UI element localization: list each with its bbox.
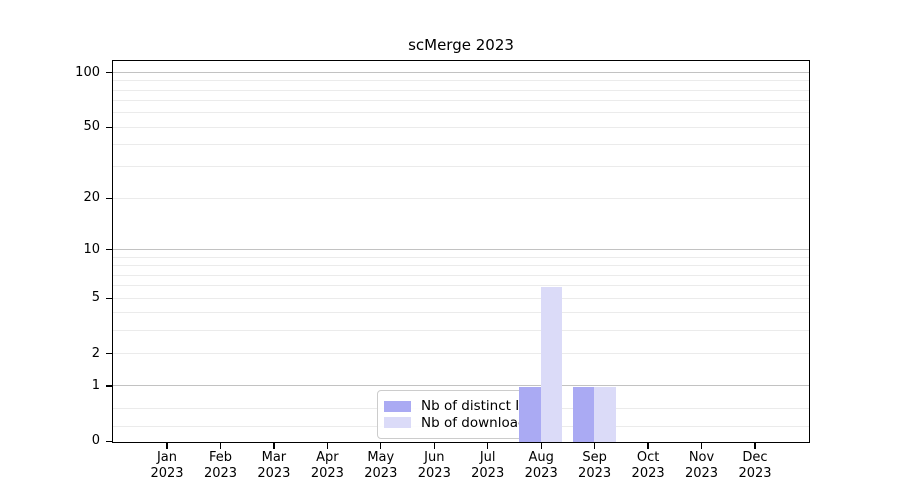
y-tick-mark [106, 352, 112, 355]
plot-area: Nb of distinct IPs Nb of downloads [112, 60, 810, 443]
gridline-minor [113, 312, 809, 314]
bars-layer [113, 61, 809, 442]
x-tick-mark [380, 443, 382, 449]
x-tick-mark [219, 443, 222, 449]
x-tick-label: Jan 2023 [150, 450, 184, 481]
chart-bar [572, 386, 594, 442]
gridline-minor [113, 166, 809, 168]
gridline-minor [113, 297, 809, 299]
x-tick-mark [540, 443, 542, 449]
gridline-major [113, 385, 809, 387]
legend-label-downloads: Nb of downloads [421, 414, 534, 431]
x-tick-mark [487, 443, 489, 449]
x-tick-mark [647, 443, 649, 449]
y-tick-label: 20 [83, 190, 100, 206]
y-tick-label: 50 [83, 119, 100, 135]
x-tick-label: Feb 2023 [203, 450, 238, 481]
chart-bar [594, 386, 616, 442]
x-tick-label: Dec 2023 [738, 450, 772, 481]
gridline-minor [113, 274, 809, 276]
gridline-minor [113, 89, 809, 91]
y-tick-label: 5 [91, 290, 100, 306]
x-tick-mark [593, 443, 596, 449]
chart-bar [519, 386, 541, 442]
y-tick-mark [106, 249, 112, 251]
gridlines-layer [113, 61, 809, 442]
y-tick-label: 0 [91, 433, 100, 449]
x-tick-label: Jun 2023 [417, 450, 451, 481]
legend-label-distinct-ips: Nb of distinct IPs [421, 398, 535, 414]
chart-bar [540, 286, 563, 442]
y-tick-label: 2 [91, 345, 100, 361]
gridline-minor [113, 197, 809, 199]
y-tick-mark [106, 297, 112, 299]
gridline-minor [113, 330, 809, 331]
gridline-minor [113, 285, 809, 287]
x-tick-label: Sep 2023 [578, 450, 612, 481]
y-tick-label: 1 [91, 378, 100, 393]
y-tick-mark [106, 72, 112, 74]
gridline-minor [113, 256, 809, 258]
y-tick-label: 10 [83, 241, 100, 257]
chart-title: scMerge 2023 [408, 36, 514, 54]
x-tick-mark [754, 443, 756, 449]
downloads-swatch [384, 417, 411, 428]
x-tick-label: May 2023 [364, 450, 398, 481]
gridline-minor [113, 80, 809, 82]
y-tick-mark [106, 197, 112, 199]
legend-item-downloads: Nb of downloads [384, 414, 538, 431]
x-tick-mark [326, 443, 329, 449]
y-tick-mark [106, 126, 112, 128]
x-tick-mark [433, 443, 435, 449]
gridline-minor [113, 112, 809, 114]
x-tick-label: Apr 2023 [310, 450, 344, 481]
gridline-minor [113, 100, 809, 102]
gridline-minor [113, 144, 809, 146]
x-tick-label: Oct 2023 [631, 450, 665, 481]
x-tick-label: Mar 2023 [257, 450, 291, 481]
gridline-major [113, 249, 809, 251]
gridline-minor [113, 126, 809, 128]
y-tick-label: 100 [75, 64, 100, 80]
y-tick-mark [106, 385, 112, 387]
x-tick-label: Nov 2023 [684, 450, 719, 481]
x-tick-mark [273, 443, 275, 449]
legend-item-distinct-ips: Nb of distinct IPs [384, 398, 538, 414]
distinct-ips-swatch [384, 400, 411, 412]
legend: Nb of distinct IPs Nb of downloads [377, 390, 547, 439]
y-tick-mark [106, 440, 112, 443]
x-tick-mark [700, 443, 703, 449]
gridline-minor [113, 353, 809, 354]
x-tick-mark [166, 443, 168, 449]
gridline-major [113, 72, 809, 74]
x-tick-label: Jul 2023 [471, 450, 505, 481]
gridline-minor [113, 265, 809, 267]
x-tick-label: Aug 2023 [524, 450, 558, 481]
